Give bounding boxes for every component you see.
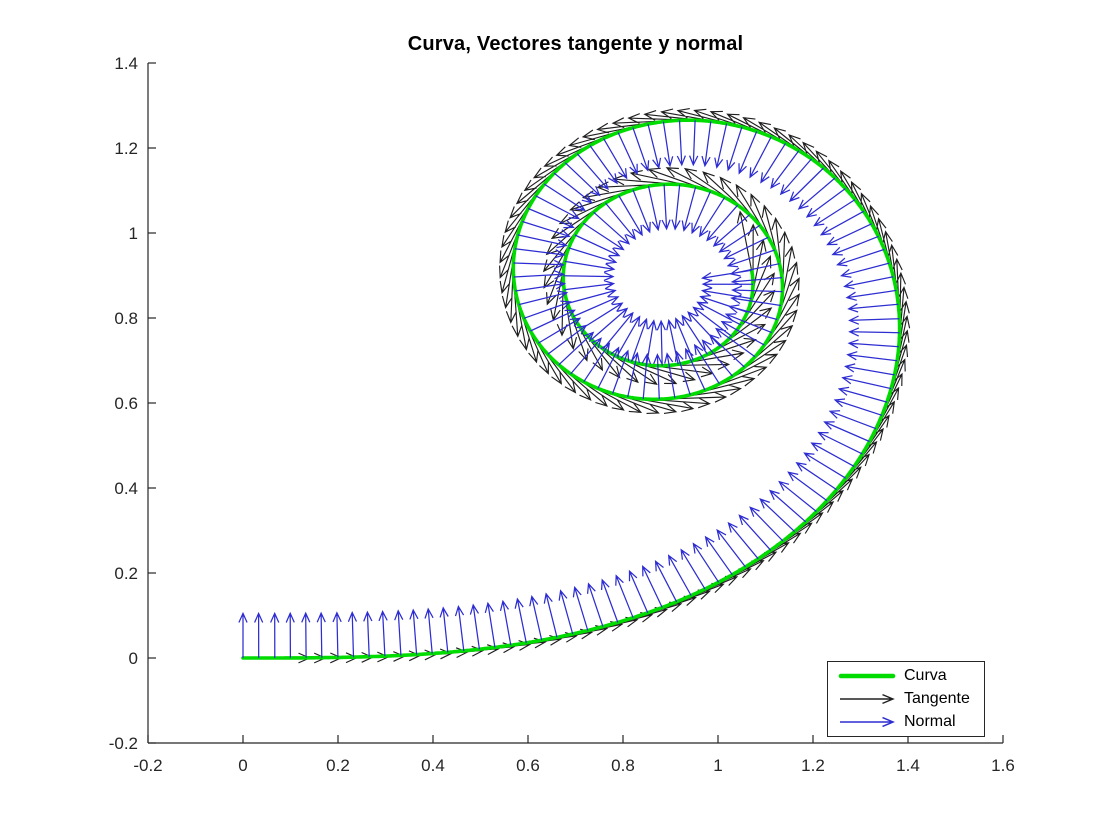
x-tick-label: 0.4 (421, 756, 445, 775)
legend-item-normal: Normal (835, 711, 984, 733)
x-tick-label: 1.6 (991, 756, 1015, 775)
x-tick-label: -0.2 (133, 756, 162, 775)
x-tick-label: 1.2 (801, 756, 825, 775)
legend-normal-arrow-sample (840, 716, 895, 728)
x-tick-label: 1 (713, 756, 722, 775)
y-tick-label: 1.2 (114, 139, 138, 158)
x-tick-label: 0.6 (516, 756, 540, 775)
normal-arrow-swatch (840, 716, 895, 728)
curve-line (241, 118, 902, 660)
y-tick-label: 0 (129, 649, 138, 668)
legend-tangent-arrow-sample (840, 693, 895, 705)
tangent-vectors (243, 108, 911, 664)
y-tick-label: 0.6 (114, 394, 138, 413)
legend-label-curva: Curva (904, 667, 947, 684)
x-tick-label: 1.4 (896, 756, 920, 775)
y-tick-label: 1 (129, 224, 138, 243)
legend: Curva Tangente Normal (827, 661, 985, 737)
y-tick-label: -0.2 (109, 734, 138, 753)
legend-item-curva: Curva (835, 665, 984, 687)
x-tick-label: 0.8 (611, 756, 635, 775)
tangent-arrow-swatch (840, 693, 895, 705)
legend-curve-sample (838, 673, 896, 679)
axes: -0.2 0 0.2 0.4 0.6 0.8 1 1.2 1.4 1.6 -0.2 0 0.2 0.4 0.… (109, 54, 1015, 775)
legend-item-tangente: Tangente (835, 688, 984, 710)
y-tick-label: 0.4 (114, 479, 138, 498)
x-tick-label: 0.2 (326, 756, 350, 775)
x-tick-label: 0 (238, 756, 247, 775)
normal-vectors (238, 120, 900, 659)
legend-label-tangente: Tangente (904, 690, 970, 707)
chart-title: Curva, Vectores tangente y normal (407, 33, 744, 55)
legend-label-normal: Normal (904, 713, 956, 730)
y-tick-label: 0.2 (114, 564, 138, 583)
y-tick-label: 1.4 (114, 54, 138, 73)
y-tick-label: 0.8 (114, 309, 138, 328)
